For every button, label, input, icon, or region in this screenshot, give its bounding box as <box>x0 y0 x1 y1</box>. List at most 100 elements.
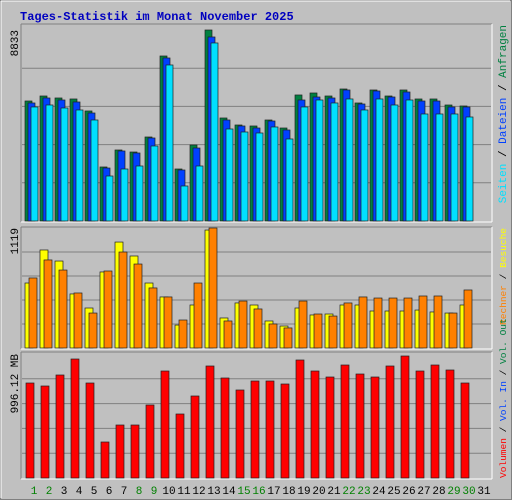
bar <box>145 404 155 479</box>
bar <box>433 295 443 349</box>
bar <box>208 227 218 349</box>
legend-entry: Volumen <box>498 438 509 478</box>
bar <box>460 382 470 479</box>
bar <box>385 365 395 479</box>
bar <box>415 370 425 479</box>
bar <box>285 138 294 222</box>
bar <box>225 128 234 222</box>
bar <box>310 370 320 479</box>
y-tick-label: 8833 <box>10 30 22 56</box>
bar <box>448 312 458 349</box>
bar <box>280 383 290 479</box>
bar <box>390 104 399 222</box>
x-tick-label: 5 <box>91 486 98 498</box>
y-tick-label: 1119 <box>10 228 22 254</box>
bar <box>28 277 38 349</box>
bar <box>103 270 113 349</box>
bar <box>30 106 39 222</box>
x-tick-label: 24 <box>372 486 386 498</box>
bar <box>235 389 245 479</box>
bar <box>105 175 114 222</box>
bar <box>325 376 335 479</box>
bar <box>445 369 455 479</box>
bar <box>135 165 144 222</box>
x-tick-label: 30 <box>462 486 475 498</box>
x-tick-label: 8 <box>136 486 143 498</box>
bar <box>148 287 158 349</box>
bar <box>85 382 95 479</box>
bar <box>420 113 429 222</box>
bar <box>210 42 219 222</box>
bar <box>90 119 99 222</box>
bar <box>360 109 369 222</box>
bar <box>60 107 69 222</box>
x-tick-label: 27 <box>417 486 430 498</box>
x-tick-label: 10 <box>162 486 175 498</box>
bar <box>25 382 35 479</box>
bar <box>340 364 350 479</box>
bar <box>313 313 323 349</box>
bar <box>463 289 473 349</box>
bar <box>118 251 128 349</box>
bar <box>255 132 264 222</box>
bar <box>193 282 203 349</box>
legend-separator: / <box>498 144 510 164</box>
bar <box>403 297 413 349</box>
bar <box>160 370 170 479</box>
x-tick-label: 7 <box>121 486 128 498</box>
legend-entry: Rechner <box>498 285 509 325</box>
legend-separator: / <box>498 78 510 98</box>
legend-entry: Vol. Out <box>498 318 509 364</box>
bar <box>115 424 125 479</box>
x-tick-label: 3 <box>61 486 68 498</box>
bar <box>75 109 84 222</box>
bar <box>315 99 324 222</box>
bar <box>205 365 215 479</box>
bar <box>40 385 50 479</box>
bar <box>190 395 200 479</box>
legend-entry: Vol. In <box>498 381 509 421</box>
bar <box>370 376 380 479</box>
legend: Volumen / Vol. In / Vol. Out <box>498 318 509 478</box>
bar <box>300 106 309 222</box>
bar <box>298 300 308 349</box>
x-tick-label: 31 <box>477 486 491 498</box>
x-tick-label: 19 <box>297 486 310 498</box>
x-tick-label: 26 <box>402 486 415 498</box>
bar <box>430 364 440 479</box>
bar <box>435 113 444 222</box>
x-tick-label: 22 <box>342 486 355 498</box>
legend-separator: / <box>498 364 509 381</box>
bar <box>70 358 80 479</box>
bar <box>195 165 204 222</box>
bar <box>175 413 185 479</box>
bar <box>178 319 188 349</box>
bar <box>405 99 414 222</box>
bar <box>388 297 398 349</box>
bar <box>450 113 459 222</box>
x-tick-label: 16 <box>252 486 265 498</box>
x-tick-label: 2 <box>46 486 53 498</box>
bar <box>355 373 365 479</box>
x-tick-label: 28 <box>432 486 445 498</box>
bar <box>88 312 98 349</box>
bar <box>163 296 173 349</box>
chart-title: Tages-Statistik im Monat November 2025 <box>20 10 294 24</box>
x-tick-label: 18 <box>282 486 295 498</box>
bar <box>120 168 129 222</box>
bar <box>465 116 474 222</box>
x-tick-label: 20 <box>312 486 325 498</box>
bar <box>295 359 305 479</box>
bar <box>253 308 263 349</box>
bar <box>58 269 68 349</box>
legend-entry: Anfragen <box>498 25 510 78</box>
x-tick-label: 14 <box>222 486 236 498</box>
bar <box>238 300 248 349</box>
bar <box>133 263 143 349</box>
bar <box>223 320 233 349</box>
bar <box>250 380 260 479</box>
bar <box>373 297 383 349</box>
bar <box>400 355 410 479</box>
bar <box>375 98 384 222</box>
